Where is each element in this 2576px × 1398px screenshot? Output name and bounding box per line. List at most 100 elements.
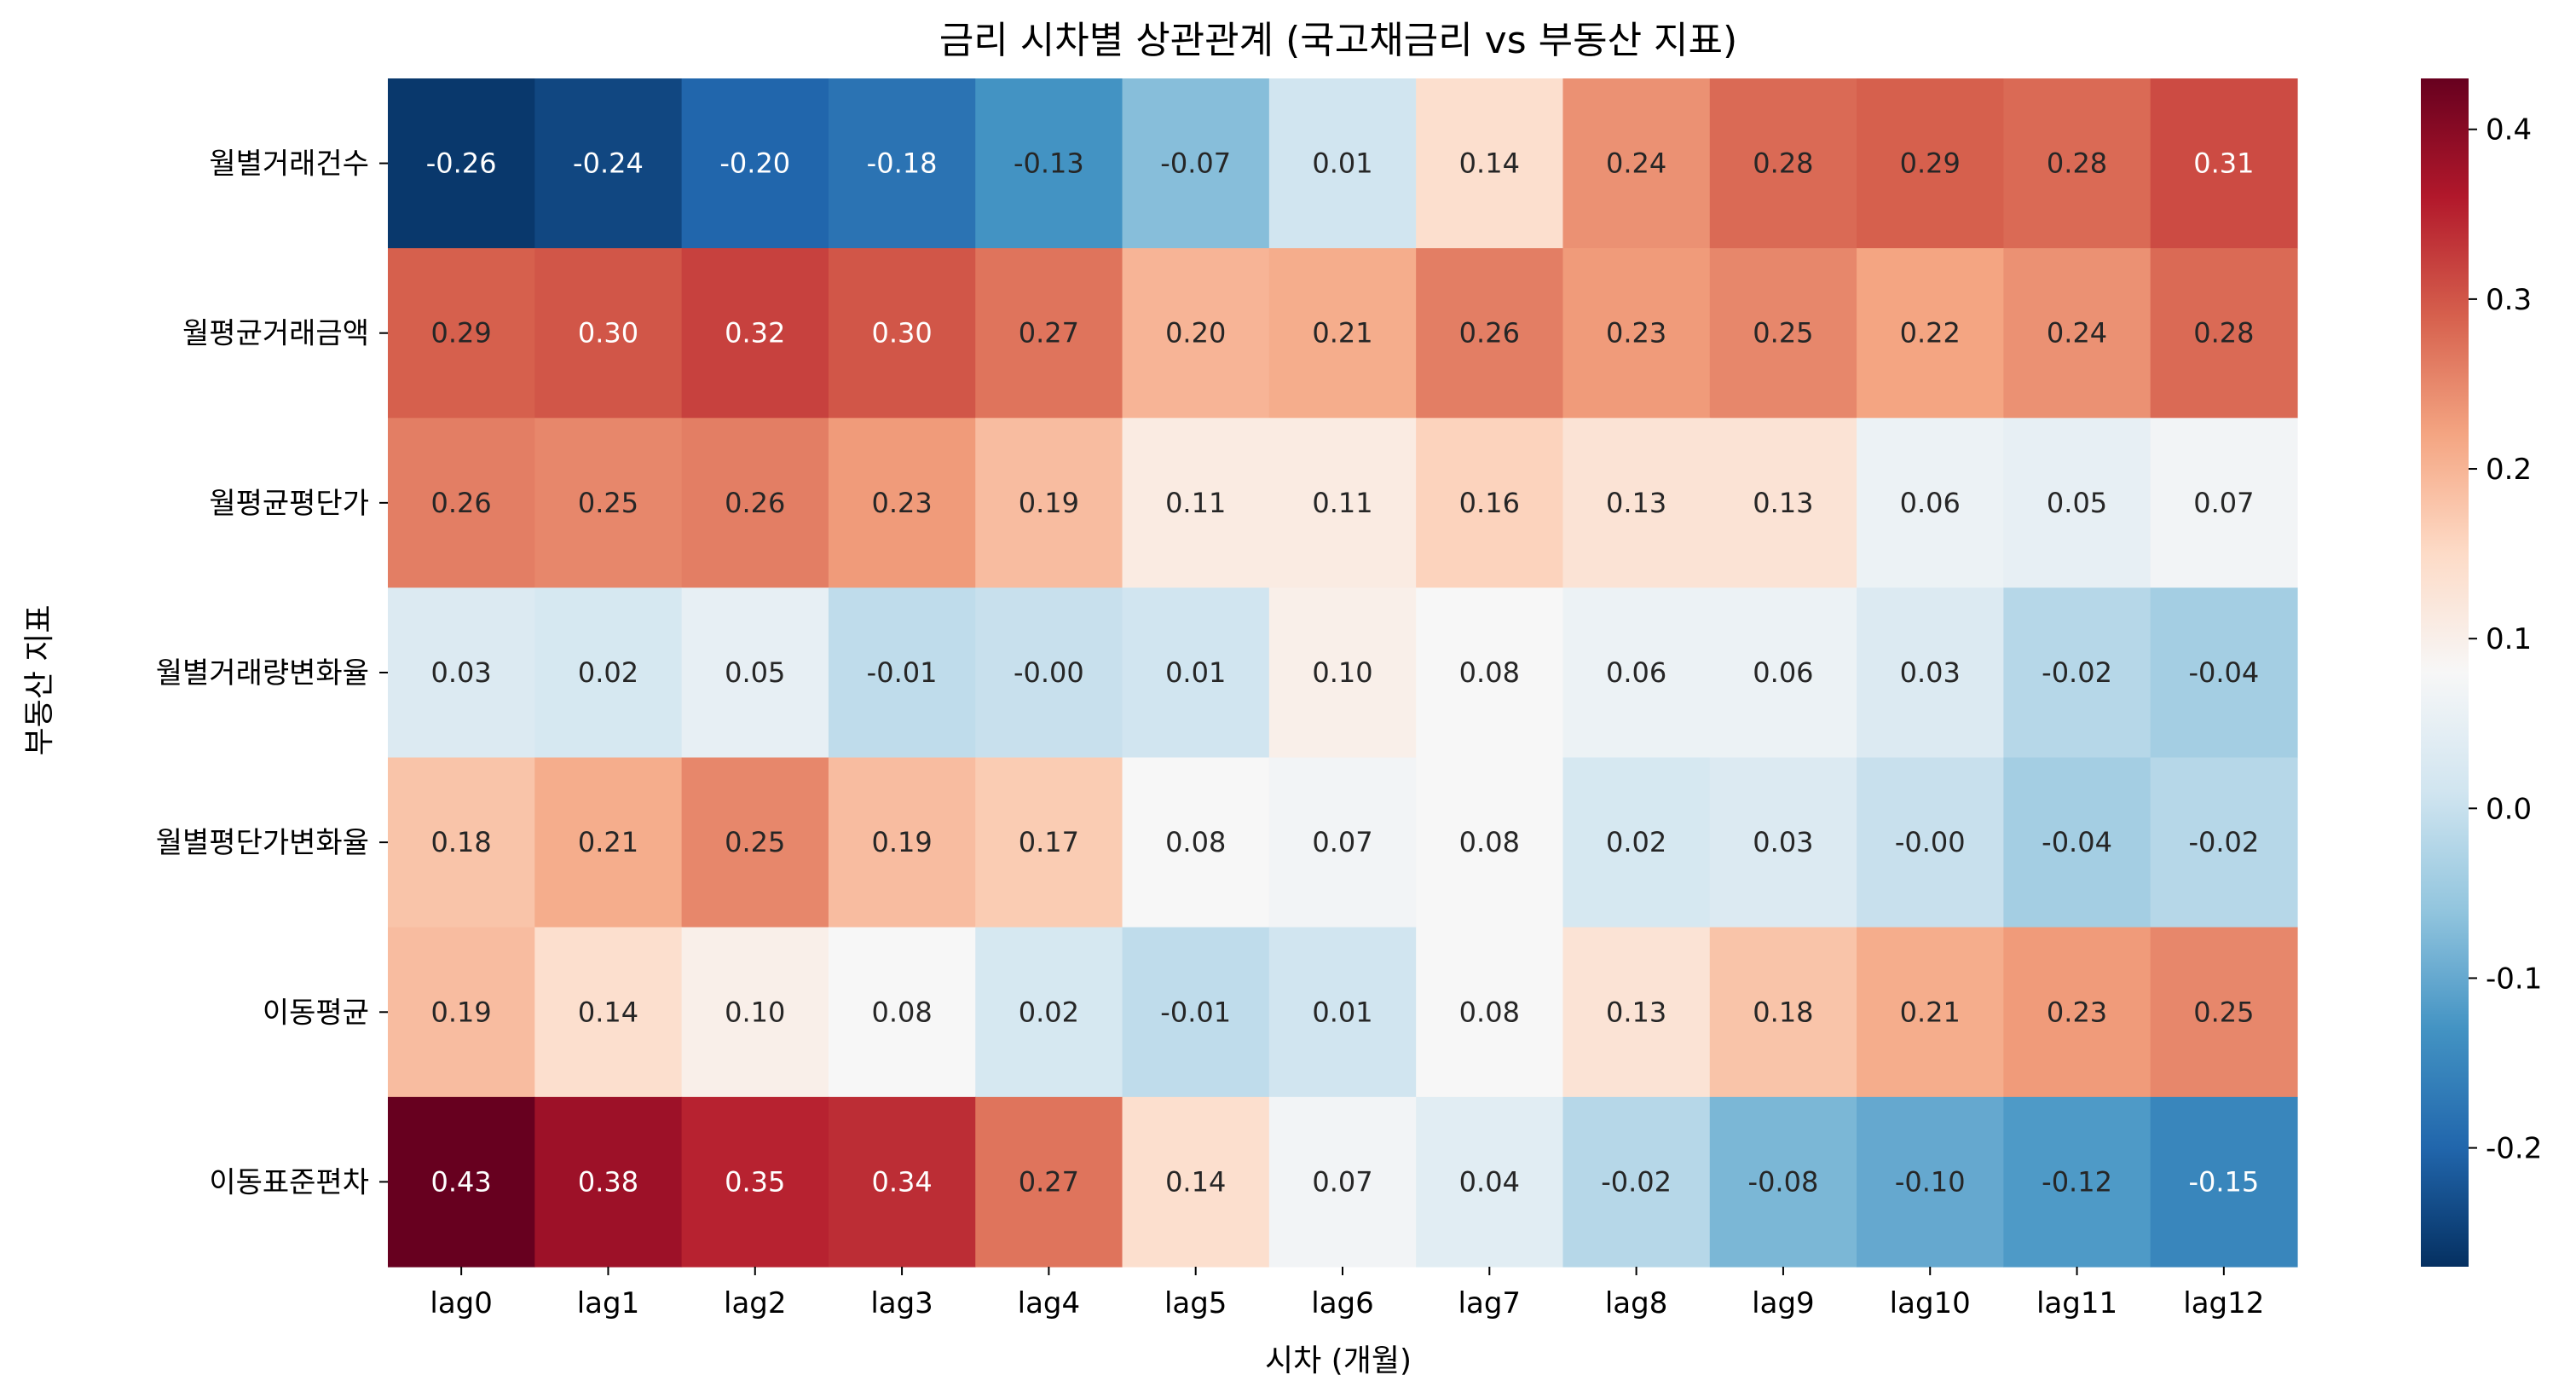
heatmap-cell [388, 78, 535, 249]
heatmap-cell [1857, 418, 2004, 589]
cell-value-label: 0.14 [1165, 1165, 1226, 1198]
cell-value-label: 0.23 [2047, 996, 2107, 1028]
cell-value-label: 0.19 [871, 826, 932, 858]
x-tick-label: lag9 [1752, 1286, 1815, 1320]
cell-value-label: 0.35 [725, 1165, 785, 1198]
heatmap-cell [681, 248, 829, 419]
heatmap-cell [1122, 78, 1270, 249]
cell-value-label: 0.27 [1019, 317, 1079, 350]
heatmap-cell [1709, 587, 1857, 759]
cell-value-label: -0.04 [2042, 826, 2112, 858]
x-tick-label: lag10 [1890, 1286, 1971, 1320]
x-tick-label: lag3 [870, 1286, 933, 1320]
heatmap-cell [1416, 927, 1564, 1098]
heatmap-cell [2003, 418, 2151, 589]
x-tick-label: lag11 [2036, 1286, 2117, 1320]
heatmap-cell [534, 78, 683, 249]
cell-value-label: -0.01 [867, 656, 938, 689]
heatmap-cell [388, 248, 535, 419]
heatmap-cell [828, 248, 976, 419]
cell-value-label: -0.07 [1160, 147, 1231, 180]
heatmap-cell [534, 587, 683, 759]
cell-value-label: 0.13 [1753, 487, 1813, 519]
heatmap-cell [2003, 927, 2151, 1098]
cell-value-label: 0.21 [1312, 317, 1372, 350]
cell-value-label: 0.11 [1312, 487, 1372, 519]
heatmap-cell [1416, 587, 1564, 759]
heatmap-cell [388, 418, 535, 589]
cell-value-label: 0.18 [1753, 996, 1813, 1028]
cell-value-label: -0.00 [1014, 656, 1084, 689]
heatmap-cell [1857, 757, 2004, 928]
heatmap-cell [1416, 78, 1564, 249]
cell-value-label: 0.19 [431, 996, 492, 1028]
cell-value-label: 0.05 [2047, 487, 2107, 519]
heatmap-cell [1416, 1096, 1564, 1268]
heatmap-cell [2003, 78, 2151, 249]
heatmap-cell [975, 1096, 1123, 1268]
heatmap-cell [828, 587, 976, 759]
heatmap-cell [1268, 78, 1417, 249]
cell-value-label: -0.18 [867, 147, 938, 180]
cell-value-label: -0.02 [2042, 656, 2112, 689]
heatmap-cell [1709, 248, 1857, 419]
heatmap-cell [2003, 248, 2151, 419]
heatmap-cell [2150, 78, 2298, 249]
cell-value-label: 0.30 [578, 317, 638, 350]
y-tick-label: 월평균거래금액 [182, 317, 369, 351]
heatmap-cell [828, 1096, 976, 1268]
cell-value-label: 0.26 [1459, 317, 1520, 350]
heatmap-cell [1122, 927, 1270, 1098]
x-axis-label: 시차 (개월) [1265, 1343, 1412, 1378]
cell-value-label: 0.20 [1165, 317, 1226, 350]
heatmap-cell [828, 418, 976, 589]
cell-value-label: -0.15 [2188, 1165, 2259, 1198]
cell-value-label: 0.02 [1606, 826, 1666, 858]
cell-value-label: 0.07 [1312, 1165, 1372, 1198]
cell-value-label: -0.13 [1014, 147, 1084, 180]
cell-value-label: 0.19 [1019, 487, 1079, 519]
cell-value-label: 0.08 [1459, 826, 1520, 858]
cell-value-label: -0.04 [2188, 656, 2259, 689]
heatmap-cell [975, 927, 1123, 1098]
cell-value-label: 0.25 [2193, 996, 2254, 1028]
y-tick-label: 월별거래건수 [209, 147, 369, 182]
heatmap-cell [681, 418, 829, 589]
heatmap-cell [1709, 1096, 1857, 1268]
heatmap-cell [1122, 248, 1270, 419]
heatmap-cell [1709, 78, 1857, 249]
x-axis-ticks: lag0 lag1 lag2 lag3 lag4 lag5 lag6 lag7 lag8 lag9… [430, 1267, 2264, 1320]
cell-value-label: 0.08 [871, 996, 932, 1028]
heatmap-cell [534, 248, 683, 419]
heatmap-cell [2150, 418, 2298, 589]
heatmap-cell [681, 1096, 829, 1268]
cell-value-label: -0.08 [1748, 1165, 1819, 1198]
heatmap-cell [681, 757, 829, 928]
cell-value-label: -0.01 [1160, 996, 1231, 1028]
cell-value-label: 0.30 [871, 317, 932, 350]
heatmap-cell [1562, 1096, 1711, 1268]
cell-value-label: 0.03 [1900, 656, 1961, 689]
colorbar-tick-label: -0.1 [2486, 962, 2542, 996]
heatmap-cell [1857, 927, 2004, 1098]
heatmap-cell [2150, 757, 2298, 928]
cell-value-label: 0.29 [431, 317, 492, 350]
cell-value-label: 0.01 [1165, 656, 1226, 689]
x-tick-label: lag6 [1311, 1286, 1374, 1320]
y-axis-label: 부동산 지표 [22, 604, 57, 755]
cell-value-label: 0.08 [1459, 656, 1520, 689]
heatmap-cell [1268, 418, 1417, 589]
heatmap-cell [1709, 757, 1857, 928]
heatmap-cell [1268, 927, 1417, 1098]
x-tick-label: lag12 [2183, 1286, 2264, 1320]
heatmap-cell [1562, 757, 1711, 928]
heatmap-cell [1562, 78, 1711, 249]
heatmap-cell [1122, 757, 1270, 928]
cell-value-label: 0.34 [871, 1165, 932, 1198]
heatmap-cell [1857, 78, 2004, 249]
y-tick-label: 이동표준편차 [209, 1165, 369, 1199]
cell-value-label: 0.11 [1165, 487, 1226, 519]
colorbar-tick-label: 0.0 [2486, 792, 2532, 826]
cell-value-label: 0.23 [871, 487, 932, 519]
